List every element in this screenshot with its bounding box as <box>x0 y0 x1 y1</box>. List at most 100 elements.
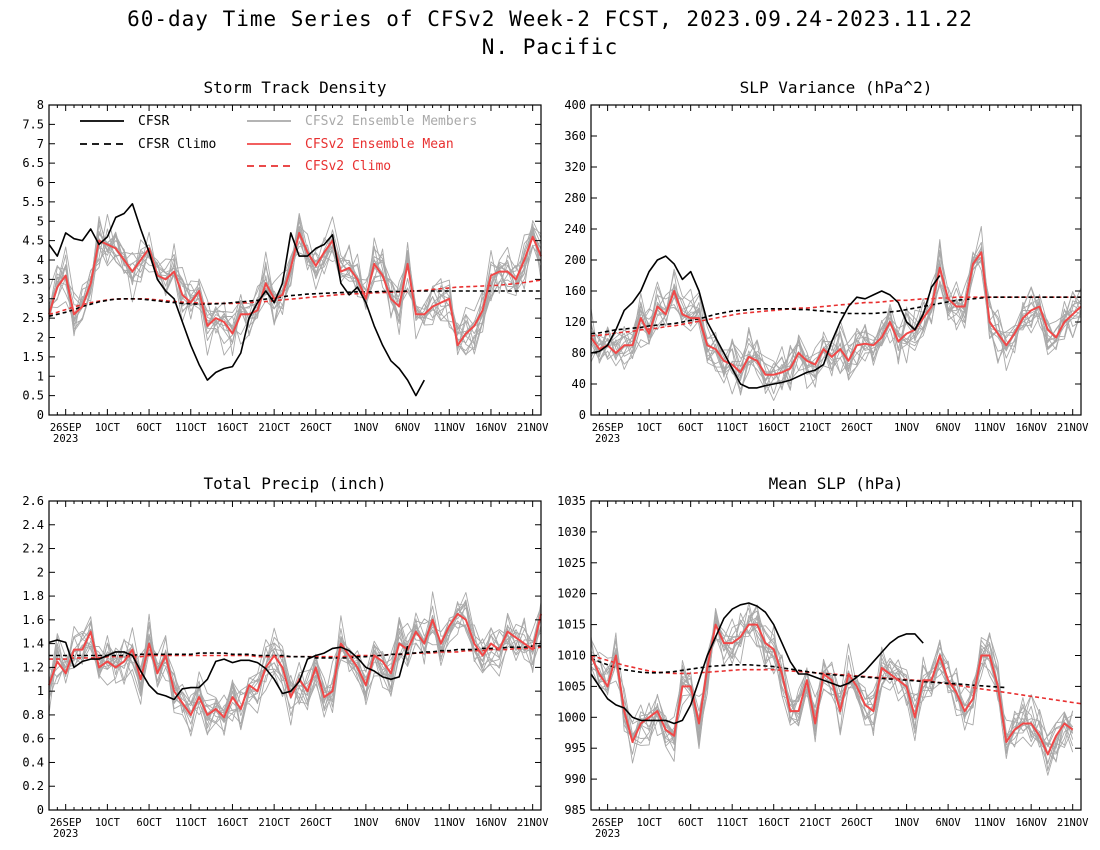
x-tick-label: 21OCT <box>258 817 290 829</box>
x-tick-label: 6NOV <box>935 817 961 829</box>
y-tick-label: 0 <box>37 803 44 817</box>
y-tick-label: 0.4 <box>22 755 44 769</box>
y-tick-label: 1.8 <box>22 589 44 603</box>
x-tick-label: 16OCT <box>217 817 249 829</box>
y-tick-label: 7.5 <box>22 117 44 131</box>
chart-title: SLP Variance (hPa^2) <box>740 78 933 97</box>
ensemble-member-line <box>591 615 1074 771</box>
y-tick-label: 1.2 <box>22 660 44 674</box>
legend-label-cfsr-climo: CFSR Climo <box>138 137 216 152</box>
y-tick-label: 8 <box>37 98 44 112</box>
x-tick-label: 11OCT <box>716 817 748 829</box>
x-tick-label: 1OCT <box>95 422 121 434</box>
y-tick-label: 1030 <box>557 525 586 539</box>
ensemble-member-line <box>49 229 541 345</box>
y-tick-label: 280 <box>564 191 586 205</box>
y-tick-label: 5 <box>37 214 44 228</box>
ensemble-member-line <box>49 600 541 736</box>
ensemble-member-line <box>591 617 1074 776</box>
y-tick-label: 995 <box>564 741 586 755</box>
ensemble-member-line <box>591 256 1081 394</box>
cfsv2-ensemble-mean-line <box>48 231 542 347</box>
x-tick-label: 21NOV <box>1057 817 1089 829</box>
legend-label-mean: CFSv2 Ensemble Mean <box>305 137 454 152</box>
ensemble-member-line <box>591 607 1074 743</box>
ensemble-member-line <box>49 599 541 722</box>
x-tick-label: 21NOV <box>517 422 549 434</box>
y-tick-label: 1020 <box>557 587 586 601</box>
page-title: 60-day Time Series of CFSv2 Week-2 FCST,… <box>127 7 973 31</box>
x-tick-label: 26SEP <box>592 817 624 829</box>
y-tick-label: 1005 <box>557 679 586 693</box>
cfsv2-ensemble-mean-line <box>590 251 1082 376</box>
y-tick-label: 1 <box>37 684 44 698</box>
x-tick-label: 1NOV <box>894 817 920 829</box>
x-tick-label: 6NOV <box>395 422 421 434</box>
y-tick-label: 0.8 <box>22 708 44 722</box>
y-tick-label: 80 <box>572 346 586 360</box>
chart-title: Total Precip (inch) <box>203 474 386 493</box>
x-tick-label: 16OCT <box>758 422 790 434</box>
y-tick-label: 320 <box>564 160 586 174</box>
ensemble-member-line <box>49 607 541 724</box>
y-tick-label: 2.2 <box>22 542 44 556</box>
cfsv2-climo-line <box>48 279 542 316</box>
cfsv2-climo-line <box>590 296 1081 337</box>
chart-panel: Total Precip (inch) 0 0.2 0.4 0.6 0.8 1 1.2 1.4 1… <box>22 474 549 840</box>
header: 60-day Time Series of CFSv2 Week-2 FCST,… <box>0 0 1100 61</box>
x-year-label: 2023 <box>53 828 78 840</box>
cfsr-line <box>590 255 941 389</box>
y-tick-label: 1.6 <box>22 613 44 627</box>
x-tick-label: 21OCT <box>799 817 831 829</box>
x-tick-label: 21NOV <box>1057 422 1089 434</box>
x-tick-label: 26OCT <box>300 817 332 829</box>
x-tick-label: 11NOV <box>974 422 1006 434</box>
region-subtitle: N. Pacific <box>481 35 619 59</box>
chart-panel: Mean SLP (hPa) 985 990 995 1000 1005 1010 1015 1… <box>557 474 1089 840</box>
x-tick-label: 26OCT <box>841 817 873 829</box>
x-year-label: 2023 <box>595 828 620 840</box>
y-tick-label: 3.5 <box>22 272 44 286</box>
x-year-label: 2023 <box>53 433 78 445</box>
ensemble-member-line <box>591 250 1081 395</box>
x-tick-label: 16NOV <box>475 422 507 434</box>
x-tick-label: 6OCT <box>678 817 704 829</box>
x-tick-label: 21OCT <box>799 422 831 434</box>
y-tick-label: 2.6 <box>22 494 44 508</box>
y-tick-label: 400 <box>564 98 586 112</box>
cfsr-climo-line <box>49 645 541 659</box>
x-tick-label: 26OCT <box>300 422 332 434</box>
y-tick-label: 40 <box>572 377 586 391</box>
chart-panel: Storm Track Density 0 0.5 1 1.5 2 2.5 3 3.5 4 4.5 5… <box>22 78 549 445</box>
y-tick-label: 120 <box>564 315 586 329</box>
x-tick-label: 1OCT <box>636 422 662 434</box>
y-tick-label: 1.4 <box>22 637 44 651</box>
y-tick-label: 2 <box>37 331 44 345</box>
ensemble-members <box>49 591 541 737</box>
y-tick-label: 5.5 <box>22 195 44 209</box>
y-tick-label: 1025 <box>557 556 586 570</box>
y-tick-label: 0 <box>579 408 586 422</box>
x-tick-label: 1NOV <box>353 422 379 434</box>
ensemble-member-line <box>49 601 541 719</box>
x-tick-label: 1NOV <box>353 817 379 829</box>
x-tick-label: 21NOV <box>517 817 549 829</box>
x-tick-label: 26SEP <box>592 422 624 434</box>
x-tick-label: 1OCT <box>636 817 662 829</box>
ensemble-member-line <box>591 615 1074 753</box>
y-tick-label: 985 <box>564 803 586 817</box>
cfsr-line <box>590 602 924 725</box>
x-tick-label: 26OCT <box>841 422 873 434</box>
x-tick-label: 26SEP <box>50 422 82 434</box>
cfsv2-ensemble-mean-line <box>48 612 542 719</box>
x-tick-label: 6NOV <box>935 422 961 434</box>
x-tick-label: 11NOV <box>974 817 1006 829</box>
plot-frame <box>590 500 1082 811</box>
y-tick-label: 0 <box>37 408 44 422</box>
ensemble-member-line <box>49 602 541 734</box>
legend-label-cfsv2-climo: CFSv2 Climo <box>305 159 391 174</box>
y-tick-label: 6.5 <box>22 156 44 170</box>
y-tick-label: 0.2 <box>22 779 44 793</box>
legend-label-cfsr: CFSR <box>138 114 169 129</box>
y-tick-label: 7 <box>37 137 44 151</box>
